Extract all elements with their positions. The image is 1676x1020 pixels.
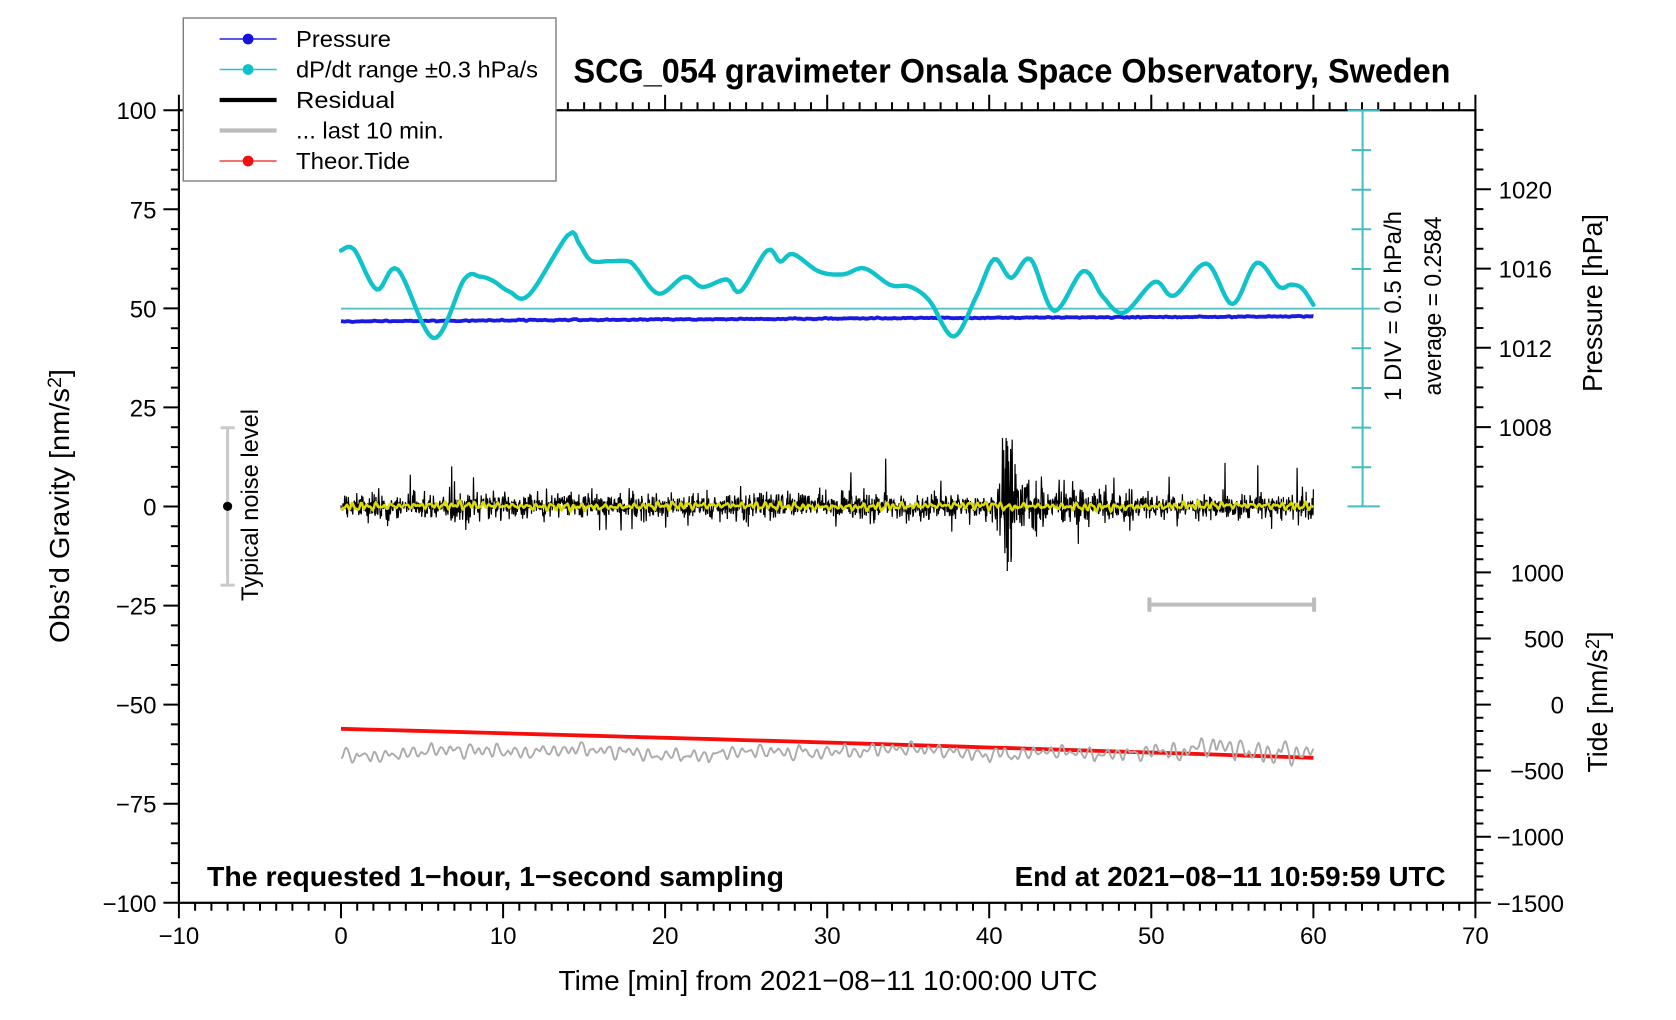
- svg-text:Theor.Tide: Theor.Tide: [296, 148, 410, 174]
- svg-text:0: 0: [334, 923, 347, 950]
- svg-text:20: 20: [652, 923, 679, 950]
- svg-text:−75: −75: [116, 792, 157, 819]
- svg-text:End at 2021−08−11 10:59:59 UTC: End at 2021−08−11 10:59:59 UTC: [1015, 861, 1446, 892]
- svg-text:40: 40: [976, 923, 1003, 950]
- svg-text:Time [min] from 2021−08−11 10:: Time [min] from 2021−08−11 10:00:00 UTC: [559, 965, 1098, 996]
- svg-text:Pressure: Pressure: [296, 26, 391, 52]
- svg-text:1020: 1020: [1499, 177, 1552, 204]
- svg-text:−500: −500: [1510, 759, 1564, 786]
- svg-text:25: 25: [130, 395, 157, 422]
- svg-text:The requested 1−hour, 1−second: The requested 1−hour, 1−second sampling: [207, 861, 784, 892]
- svg-text:Pressure [hPa]: Pressure [hPa]: [1577, 214, 1608, 392]
- svg-text:−100: −100: [102, 891, 156, 918]
- svg-text:average = 0.2584: average = 0.2584: [1420, 217, 1447, 396]
- svg-text:Typical noise level: Typical noise level: [237, 409, 264, 601]
- svg-text:0: 0: [1551, 693, 1564, 720]
- svg-text:Obs’d Gravity [nm/s2]: Obs’d Gravity [nm/s2]: [44, 369, 75, 643]
- svg-text:1 DIV = 0.5 hPa/h: 1 DIV = 0.5 hPa/h: [1380, 211, 1407, 401]
- svg-text:−1500: −1500: [1497, 891, 1564, 918]
- svg-text:1016: 1016: [1499, 257, 1552, 284]
- svg-text:−50: −50: [116, 693, 157, 720]
- svg-text:Tide [nm/s2]: Tide [nm/s2]: [1582, 632, 1613, 773]
- svg-text:100: 100: [116, 98, 156, 125]
- svg-text:Residual: Residual: [296, 87, 395, 113]
- svg-text:10: 10: [490, 923, 517, 950]
- svg-text:50: 50: [1138, 923, 1165, 950]
- svg-text:−25: −25: [116, 594, 157, 621]
- svg-text:60: 60: [1300, 923, 1327, 950]
- svg-text:500: 500: [1524, 627, 1564, 654]
- svg-text:70: 70: [1462, 923, 1489, 950]
- svg-text:−1000: −1000: [1497, 825, 1564, 852]
- svg-text:50: 50: [130, 296, 157, 323]
- svg-text:dP/dt range ±0.3 hPa/s: dP/dt range ±0.3 hPa/s: [296, 57, 538, 83]
- svg-text:0: 0: [143, 495, 156, 522]
- svg-text:... last 10 min.: ... last 10 min.: [296, 118, 444, 144]
- svg-text:1000: 1000: [1511, 560, 1564, 587]
- svg-text:30: 30: [814, 923, 841, 950]
- svg-text:−10: −10: [159, 923, 200, 950]
- svg-text:1008: 1008: [1499, 415, 1552, 442]
- svg-text:SCG_054 gravimeter Onsala Spac: SCG_054 gravimeter Onsala Space Observat…: [574, 53, 1451, 91]
- svg-text:75: 75: [130, 197, 157, 224]
- svg-text:1012: 1012: [1499, 336, 1552, 363]
